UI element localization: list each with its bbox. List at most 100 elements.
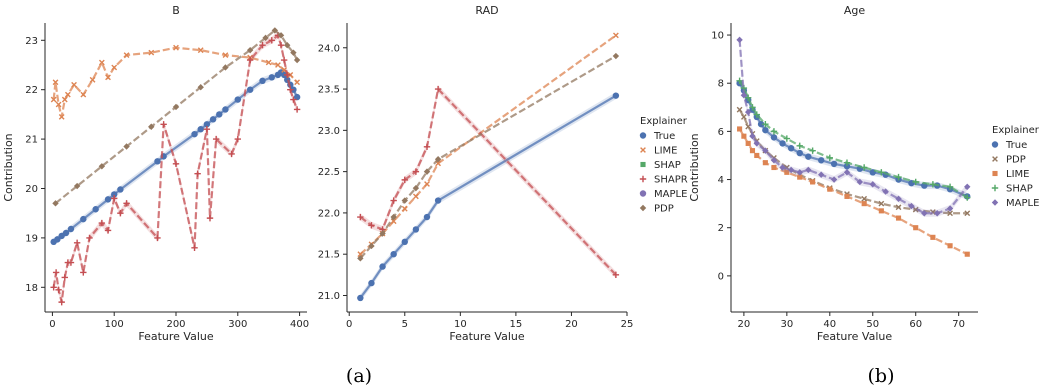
data-point <box>412 193 419 200</box>
data-point <box>173 44 179 51</box>
data-point <box>946 205 954 212</box>
data-point <box>744 108 752 116</box>
data-point <box>964 210 971 217</box>
series-pdp <box>52 27 301 207</box>
data-point <box>861 195 868 202</box>
data-point <box>737 126 743 132</box>
data-point <box>98 59 105 66</box>
data-point <box>246 86 254 93</box>
data-point <box>882 188 889 195</box>
data-point <box>234 96 241 103</box>
data-point <box>228 150 235 158</box>
data-point <box>52 269 60 276</box>
data-point <box>771 164 777 171</box>
data-point <box>423 213 431 221</box>
y-tick-label: 4 <box>718 175 724 186</box>
data-point <box>784 169 790 175</box>
data-point <box>203 121 211 128</box>
data-point <box>191 244 198 251</box>
data-point <box>933 210 941 217</box>
data-point <box>271 27 279 34</box>
data-point <box>368 222 375 229</box>
data-point <box>222 64 229 71</box>
data-point <box>390 251 397 258</box>
data-point <box>947 243 953 249</box>
data-point <box>818 171 825 178</box>
data-point <box>172 103 180 111</box>
data-point <box>946 183 954 190</box>
data-point <box>895 204 902 211</box>
data-point <box>964 183 971 190</box>
data-point <box>262 34 269 42</box>
data-point <box>58 298 65 306</box>
data-point <box>930 234 936 240</box>
data-point <box>401 238 408 246</box>
legend-label: PDP <box>654 204 674 215</box>
legend-entry-shapr: SHAPR <box>639 175 688 186</box>
legend-marker <box>640 161 646 168</box>
data-point <box>55 101 62 108</box>
data-point <box>401 176 408 184</box>
series-line <box>52 33 299 303</box>
y-tick-label: 22.0 <box>318 208 340 219</box>
data-point <box>612 52 620 60</box>
data-point <box>796 149 803 157</box>
x-tick-label: 5 <box>402 319 408 330</box>
legend-entry-pdp: PDP <box>992 155 1026 166</box>
data-point <box>154 158 161 165</box>
panel-rad: 0 5 10 15 20 25 21.0 21.5 22.0 22.5 23.0 23.5 24.0 RA… <box>318 4 634 343</box>
data-point <box>379 263 386 270</box>
legend-entry-maple: MAPLE <box>639 189 687 200</box>
data-point <box>805 166 812 174</box>
data-point <box>290 96 297 103</box>
data-point <box>810 179 816 185</box>
series-true <box>50 68 301 246</box>
panel-title: B <box>172 4 180 17</box>
legend-marker <box>639 175 647 183</box>
data-point <box>423 168 431 175</box>
legend-marker <box>639 204 647 212</box>
data-point <box>779 140 786 147</box>
data-point <box>612 92 620 99</box>
series-true <box>736 79 971 200</box>
data-point <box>104 196 112 203</box>
y-axis-label: Contribution <box>688 133 701 201</box>
x-tick-label: 30 <box>780 319 793 330</box>
data-point <box>117 186 124 193</box>
legend-label: SHAP <box>1006 184 1033 195</box>
data-point <box>762 126 769 134</box>
data-point <box>284 71 291 79</box>
x-tick-label: 60 <box>909 319 922 330</box>
data-point <box>234 135 241 143</box>
data-point <box>895 215 902 221</box>
series-shapr <box>50 31 301 306</box>
data-point <box>912 178 919 186</box>
y-tick-label: 21.5 <box>318 250 340 261</box>
y-tick-label: 10 <box>711 31 724 42</box>
data-point <box>277 32 285 39</box>
data-point <box>770 134 778 141</box>
data-point <box>111 64 118 71</box>
data-point <box>787 145 795 152</box>
data-point <box>67 259 75 266</box>
data-point <box>913 225 919 231</box>
data-point <box>357 213 364 221</box>
data-point <box>268 74 275 81</box>
data-point <box>73 182 81 190</box>
x-tick-label: 0 <box>346 319 352 330</box>
data-point <box>878 169 885 176</box>
series-line <box>54 29 299 205</box>
y-tick-label: 8 <box>718 79 724 90</box>
data-point <box>203 126 211 133</box>
data-point <box>736 36 743 44</box>
legend-b: Explainer True PDP LIME SHAP MAPLE <box>991 125 1040 209</box>
legend-entry-shap: SHAP <box>640 160 681 171</box>
x-tick-label: 50 <box>866 319 879 330</box>
x-tick-label: 0 <box>49 319 55 330</box>
data-point <box>268 37 275 44</box>
data-point <box>275 62 281 68</box>
data-point <box>357 255 364 262</box>
y-tick-label: 22 <box>25 85 38 96</box>
legend-label: LIME <box>1006 169 1029 180</box>
